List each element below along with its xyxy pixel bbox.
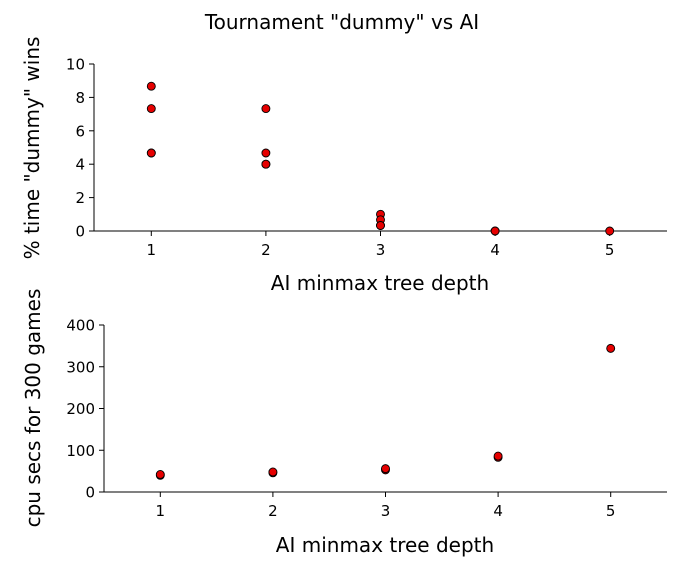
y-tick-label: 4 — [75, 156, 85, 174]
x-tick-label: 3 — [376, 241, 386, 259]
data-point — [606, 343, 616, 353]
data-point — [261, 148, 271, 158]
x-tick-label: 5 — [606, 502, 616, 520]
y-ticks: 0 2 4 6 8 10 — [66, 56, 94, 241]
x-tick-label: 4 — [493, 502, 503, 520]
data-points — [146, 81, 615, 236]
x-tick-label: 4 — [490, 241, 500, 259]
data-points — [155, 343, 616, 480]
data-point — [146, 81, 156, 91]
x-tick-label: 1 — [147, 241, 157, 259]
y-tick-label: 2 — [75, 189, 85, 207]
x-tick-label: 2 — [261, 241, 271, 259]
y-tick-label: 6 — [75, 122, 85, 140]
chart-bottom: 0 100 200 300 400 1 2 3 4 5 AI minmax tree depth… — [21, 289, 667, 557]
data-point — [381, 464, 390, 474]
y-tick-label: 0 — [85, 484, 95, 502]
data-point — [146, 148, 156, 158]
x-ticks: 1 2 3 4 5 — [156, 492, 616, 520]
y-axis-label: cpu secs for 300 games — [21, 289, 45, 528]
data-point — [605, 226, 615, 236]
y-tick-label: 400 — [66, 317, 95, 335]
y-axis-label: % time "dummy" wins — [20, 37, 44, 260]
y-tick-label: 8 — [75, 89, 85, 107]
data-point — [268, 467, 278, 477]
x-axis-label: AI minmax tree depth — [276, 533, 494, 557]
x-axis-label: AI minmax tree depth — [271, 271, 489, 295]
x-tick-label: 2 — [268, 502, 278, 520]
data-point — [493, 451, 503, 461]
y-tick-label: 10 — [66, 56, 85, 74]
y-ticks: 0 100 200 300 400 — [66, 317, 104, 502]
data-point — [261, 159, 271, 169]
x-tick-label: 3 — [381, 502, 391, 520]
x-ticks: 1 2 3 4 5 — [147, 231, 615, 259]
data-point — [261, 104, 271, 114]
y-tick-label: 200 — [66, 400, 95, 418]
data-point — [490, 226, 500, 236]
y-tick-label: 300 — [66, 358, 95, 376]
y-tick-label: 100 — [66, 442, 95, 460]
chart-title: Tournament "dummy" vs AI — [204, 10, 479, 34]
data-point — [376, 221, 385, 230]
y-tick-label: 0 — [75, 223, 85, 241]
x-tick-label: 1 — [156, 502, 166, 520]
x-tick-label: 5 — [605, 241, 615, 259]
data-point — [146, 104, 156, 114]
data-point — [155, 470, 165, 479]
